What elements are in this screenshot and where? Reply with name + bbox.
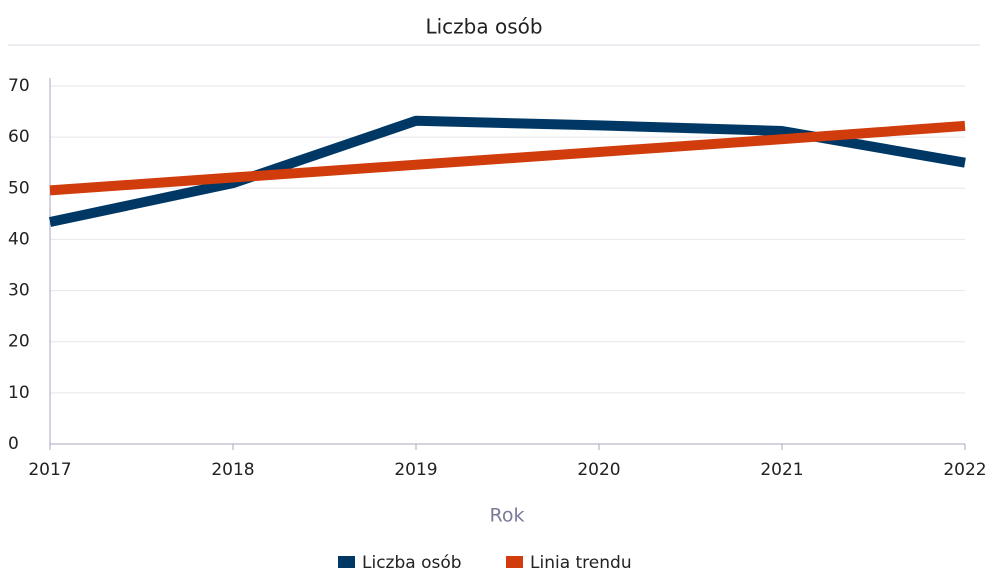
- y-tick-label: 20: [8, 332, 30, 352]
- x-tick-label: 2017: [28, 460, 71, 480]
- x-tick-label: 2021: [760, 460, 803, 480]
- y-tick-label: 40: [8, 229, 30, 249]
- x-tick-label: 2022: [943, 460, 986, 480]
- y-tick-label: 10: [8, 383, 30, 403]
- y-tick-label: 30: [8, 281, 30, 301]
- x-tick-label: 2020: [577, 460, 620, 480]
- x-tick-label: 2019: [394, 460, 437, 480]
- series-line: [49, 120, 966, 196]
- legend-swatch: [506, 556, 523, 568]
- y-tick-label: 0: [8, 434, 19, 454]
- y-tick-label: 70: [8, 76, 30, 96]
- y-tick-label: 50: [8, 178, 30, 198]
- legend-label: Linia trendu: [530, 553, 632, 573]
- legend-swatch: [338, 556, 355, 568]
- y-tick-label: 60: [8, 127, 30, 147]
- chart-title: Liczba osób: [425, 15, 542, 39]
- legend-label: Liczba osób: [362, 553, 462, 573]
- x-tick-label: 2018: [211, 460, 254, 480]
- x-axis-label: Rok: [490, 505, 525, 527]
